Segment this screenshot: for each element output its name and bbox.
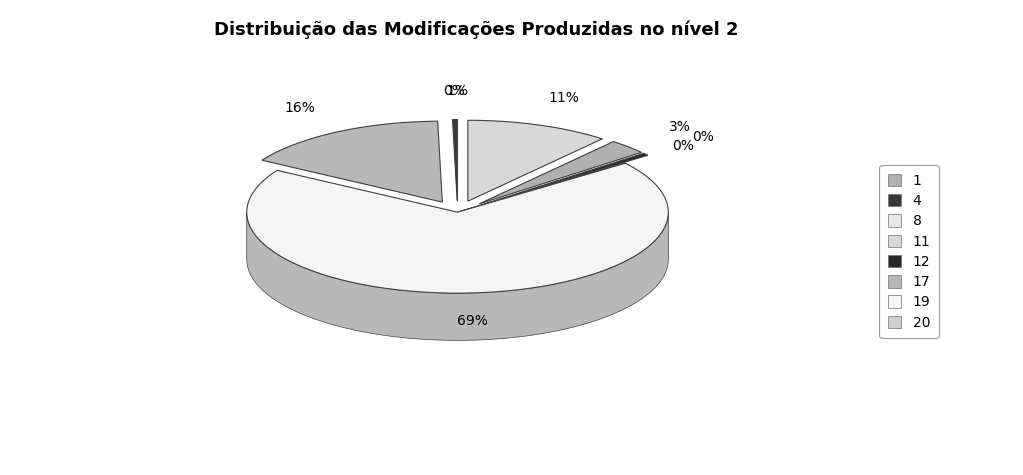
- Polygon shape: [457, 162, 625, 212]
- Text: 0%: 0%: [443, 84, 464, 98]
- Text: 69%: 69%: [457, 314, 488, 328]
- Polygon shape: [481, 153, 648, 205]
- Polygon shape: [247, 163, 668, 293]
- Text: 16%: 16%: [284, 101, 315, 114]
- Polygon shape: [452, 120, 457, 200]
- Text: 0%: 0%: [672, 139, 695, 152]
- Text: Distribuição das Modificações Produzidas no nível 2: Distribuição das Modificações Produzidas…: [214, 20, 739, 39]
- Polygon shape: [479, 142, 641, 204]
- Legend: 1, 4, 8, 11, 12, 17, 19, 20: 1, 4, 8, 11, 12, 17, 19, 20: [879, 165, 939, 338]
- Text: 1%: 1%: [446, 84, 469, 98]
- Text: 0%: 0%: [693, 130, 714, 143]
- Text: 3%: 3%: [669, 120, 692, 133]
- Polygon shape: [468, 120, 603, 201]
- Polygon shape: [247, 212, 668, 341]
- Text: 11%: 11%: [548, 91, 580, 105]
- Polygon shape: [262, 121, 442, 202]
